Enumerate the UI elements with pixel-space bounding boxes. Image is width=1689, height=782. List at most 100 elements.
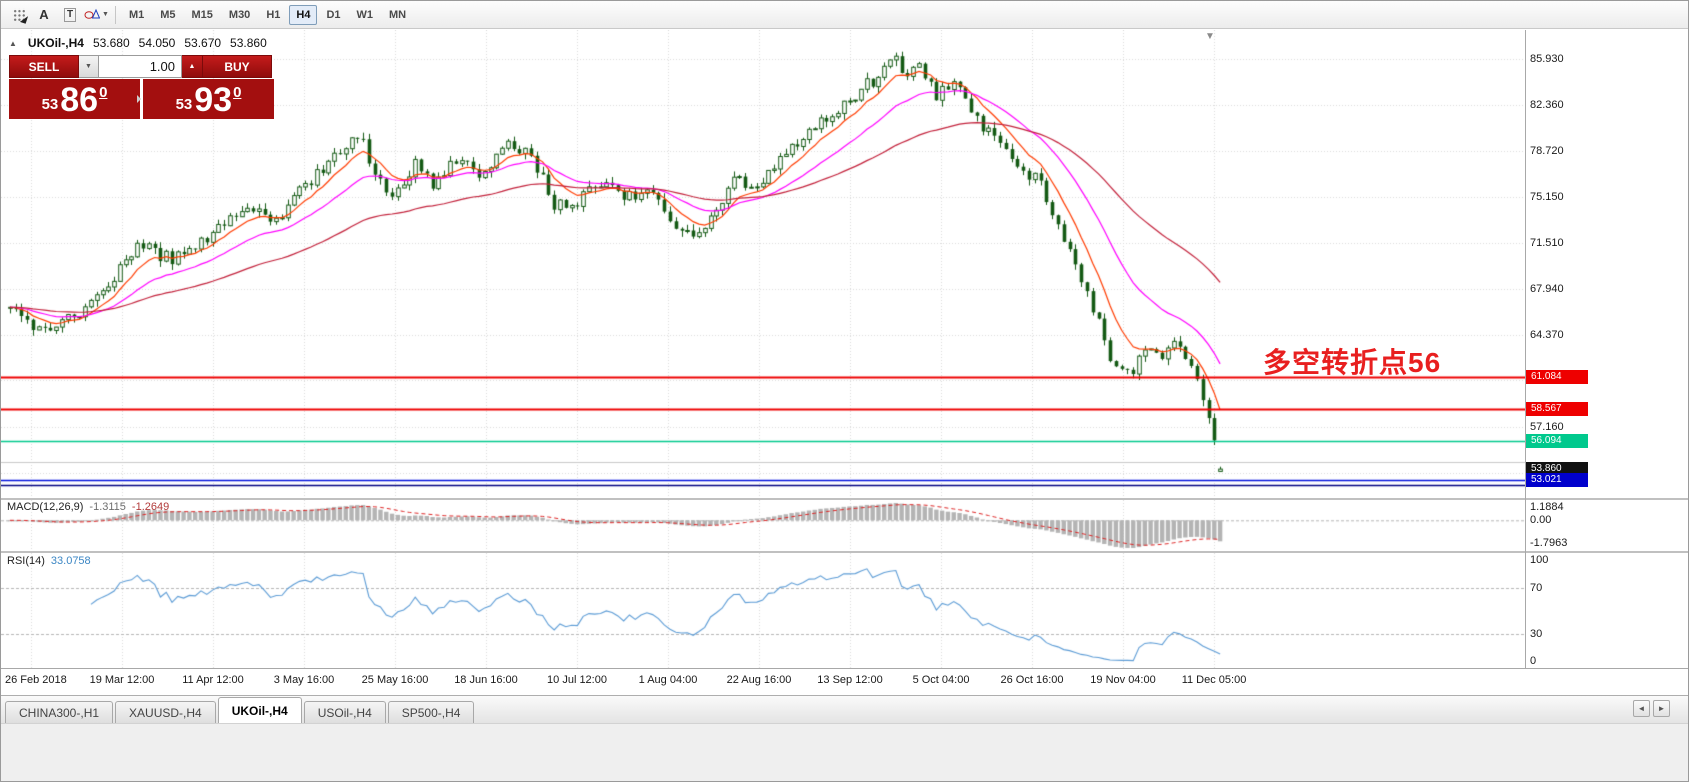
chart-tab-ukoil-h4[interactable]: UKOil-,H4 (217, 697, 302, 723)
rsi-axis-label: 0 (1530, 655, 1537, 667)
timeframe-button-m30[interactable]: M30 (228, 8, 251, 21)
insert-text-button[interactable]: A (31, 4, 57, 26)
bid-ask-row: 53 86 0 53 93 0 (9, 79, 274, 119)
volume-increase-button[interactable]: ▲ (182, 55, 202, 78)
rsi-name: RSI(14) (7, 555, 45, 567)
macd-indicator-canvas[interactable] (1, 500, 1525, 551)
macd-value-signal: -1.2649 (131, 501, 170, 513)
bid-pip-digit: 0 (99, 84, 108, 101)
time-axis-label: 11 Dec 05:00 (1181, 674, 1247, 686)
chart-tab-xauusd-h4[interactable]: XAUUSD-,H4 (115, 701, 216, 723)
trade-panel-collapse-icon[interactable]: ▲ (9, 38, 17, 48)
chart-tab-china300-h1[interactable]: CHINA300-,H1 (5, 701, 114, 723)
shapes-icon (84, 6, 101, 23)
tabs-scroll-right-button[interactable]: ► (1653, 700, 1670, 717)
bottom-empty-area (1, 723, 1688, 781)
price-axis[interactable] (1525, 30, 1688, 668)
macd-axis-label: -1.7963 (1530, 537, 1568, 549)
price-axis-tick: 67.940 (1530, 283, 1564, 296)
price-axis-tick: 85.930 (1530, 53, 1564, 66)
rsi-axis-label: 30 (1530, 627, 1543, 640)
bid-prefix: 53 (41, 96, 59, 113)
price-level-tag: 58.567 (1526, 401, 1588, 416)
caret-up-icon: ▲ (188, 63, 196, 70)
ohlc-close: 53.860 (230, 36, 267, 50)
time-axis-label: 19 Mar 12:00 (89, 674, 155, 686)
time-axis-label: 26 Oct 16:00 (1000, 674, 1064, 686)
rsi-indicator-canvas[interactable] (1, 553, 1525, 668)
time-axis-label: 13 Sep 12:00 (817, 674, 883, 686)
timeframe-button-mn[interactable]: MN (389, 8, 407, 21)
select-objects-button[interactable] (5, 4, 31, 26)
time-axis-label: 3 May 16:00 (273, 674, 335, 686)
time-axis-label: 5 Oct 04:00 (912, 674, 970, 686)
price-level-tag: 53.860 (1526, 462, 1588, 477)
insert-text-label-icon: T (63, 7, 77, 22)
price-level-tag: 56.094 (1526, 433, 1588, 448)
buy-button[interactable]: BUY (202, 55, 272, 78)
timeframe-button-m5[interactable]: M5 (160, 8, 176, 21)
price-level-tag: 53.021 (1526, 472, 1588, 487)
price-axis-tick: 57.160 (1530, 420, 1564, 433)
price-axis-tick: 71.510 (1530, 237, 1564, 250)
macd-axis-label: 0.00 (1530, 514, 1552, 527)
timeframes-group: M1 M5 M15 M30 H1 H4 D1 W1 MN (121, 4, 414, 25)
price-divider (137, 79, 143, 119)
macd-axis-label: 1.1884 (1530, 501, 1564, 513)
rsi-value: 33.0758 (50, 555, 91, 567)
chart-shift-icon[interactable]: ▼ (1205, 31, 1215, 42)
ask-pip-digit: 0 (233, 84, 242, 101)
volume-input[interactable] (99, 55, 182, 78)
ask-prefix: 53 (175, 96, 193, 113)
panel-splitter-macd[interactable] (1, 498, 1688, 500)
rsi-label: RSI(14) 33.0758 (7, 555, 91, 567)
timeframe-button-h1[interactable]: H1 (266, 8, 281, 21)
chart-tabs-bar: CHINA300-,H1 XAUUSD-,H4 UKOil-,H4 USOil-,H4… (1, 695, 1688, 723)
timeframe-button-h4[interactable]: H4 (289, 4, 318, 25)
insert-text-label-button[interactable]: T (57, 4, 83, 26)
time-axis-border (1, 668, 1688, 669)
chart-tab-usoil-h4[interactable]: USOil-,H4 (303, 701, 386, 723)
bid-price-display[interactable]: 53 86 0 (9, 79, 140, 119)
macd-name: MACD(12,26,9) (7, 501, 84, 513)
chart-tab-sp500-h4[interactable]: SP500-,H4 (387, 701, 475, 723)
time-axis-label: 1 Aug 04:00 (638, 674, 698, 686)
time-axis-label: 22 Aug 16:00 (726, 674, 792, 686)
ohlc-low: 53.670 (184, 36, 222, 50)
rsi-axis-label: 100 (1530, 554, 1549, 566)
price-axis-tick: 78.720 (1530, 145, 1564, 158)
top-toolbar: A T ▼ M1 M5 M15 M30 H1 H4 D1 W1 MN (1, 1, 1688, 29)
select-objects-icon (11, 8, 25, 21)
ohlc-high: 54.050 (138, 36, 176, 50)
timeframe-button-m15[interactable]: M15 (191, 8, 213, 21)
ask-big-digits: 93 (194, 81, 233, 119)
timeframe-button-d1[interactable]: D1 (326, 8, 341, 21)
drawing-tools-group: A T ▼ (5, 4, 110, 26)
price-axis-border (1525, 30, 1526, 668)
time-axis-label: 19 Nov 04:00 (1090, 674, 1156, 686)
shapes-dropdown-icon: ▼ (102, 11, 109, 18)
tabs-scroll-left-button[interactable]: ◄ (1633, 700, 1650, 717)
bid-big-digits: 86 (60, 81, 99, 119)
macd-value-main: -1.3115 (89, 501, 126, 513)
trade-controls-row: SELL ▼ ▲ BUY (9, 55, 274, 78)
insert-shapes-button[interactable]: ▼ (83, 4, 110, 26)
timeframe-button-m1[interactable]: M1 (128, 8, 145, 21)
sell-button[interactable]: SELL (9, 55, 79, 78)
ohlc-open: 53.680 (92, 36, 130, 50)
toolbar-separator (114, 5, 116, 24)
panel-splitter-rsi[interactable] (1, 551, 1688, 553)
price-axis-tick: 75.150 (1530, 190, 1564, 203)
time-axis-label: 26 Feb 2018 (5, 674, 67, 686)
insert-text-icon: A (39, 7, 49, 22)
volume-dropdown-button[interactable]: ▼ (79, 55, 99, 78)
caret-down-icon: ▼ (85, 63, 92, 70)
time-axis-label: 10 Jul 12:00 (547, 674, 607, 686)
chart-annotation-text: 多空转折点56 (1263, 347, 1442, 378)
timeframe-button-w1[interactable]: W1 (356, 8, 374, 21)
ask-price-display[interactable]: 53 93 0 (143, 79, 274, 119)
symbol-ohlc-row: ▲ UKOil-,H4 53.680 54.050 53.670 53.860 (9, 36, 267, 50)
price-axis-tick: 64.370 (1530, 328, 1564, 341)
